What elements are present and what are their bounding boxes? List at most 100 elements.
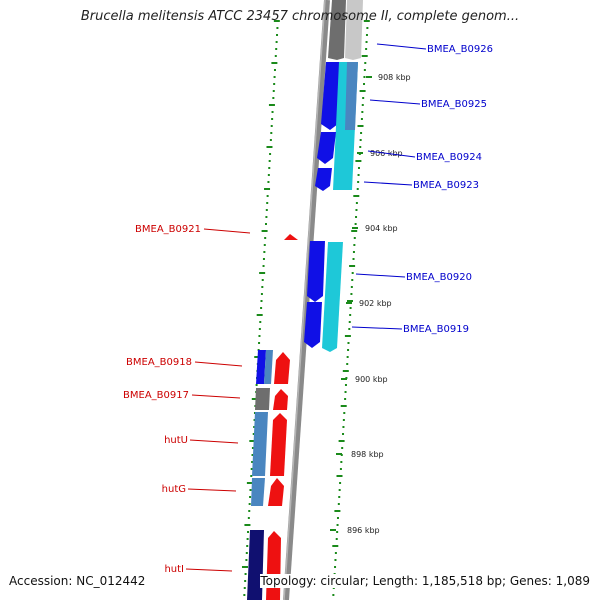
gc-dot [355,160,362,162]
gc-dot [241,566,248,568]
gene-label[interactable]: BMEA_B0918 [126,357,192,368]
cds-feature[interactable] [322,242,343,352]
cds-feature[interactable] [307,241,325,302]
gc-dot [361,111,364,113]
gc-dot [338,440,345,442]
scale-label-904: 904 kbp [365,224,398,233]
gc-dot [332,594,335,596]
cds-feature[interactable] [284,234,298,240]
gc-dot [250,475,253,477]
cds-feature[interactable] [328,0,346,60]
cds-feature[interactable] [321,62,341,130]
gc-dot [267,174,270,176]
gc-dot [359,139,362,141]
gc-dot [366,27,369,29]
reverse-gene-labels: BMEA_B0921 BMEA_B0918 BMEA_B0917 hutU hu… [123,224,201,575]
gc-dot [246,545,249,547]
cds-feature[interactable] [270,413,287,476]
gc-dot [350,293,353,295]
gc-dot [339,468,342,470]
gc-dot [340,461,343,463]
cds-feature[interactable] [315,168,332,191]
cds-feature[interactable] [304,302,322,348]
gc-dot [268,160,271,162]
gc-dot [259,272,266,274]
gc-dot [347,342,350,344]
gc-dot [363,20,370,22]
gc-dot [360,132,363,134]
gene-label[interactable]: BMEA_B0926 [427,44,493,55]
gc-dot [342,426,345,428]
gc-dot [334,566,337,568]
gc-dot [262,258,265,260]
gc-dot [349,307,352,309]
gc-dot [344,335,351,337]
gc-dot [365,34,368,36]
gene-label[interactable]: hutG [162,484,186,495]
gc-dot [363,69,366,71]
gc-dot [364,62,367,64]
gene-label[interactable]: hutU [164,435,188,446]
gc-dot [338,489,341,491]
gc-dot [252,433,255,435]
gc-dot [266,195,269,197]
gc-dot [270,125,273,127]
cds-feature[interactable] [274,352,290,384]
gc-dot [276,27,279,29]
gc-dot [251,447,254,449]
gene-label[interactable]: BMEA_B0925 [421,99,487,110]
gc-dot [251,398,258,400]
gc-dot [264,237,267,239]
cds-feature[interactable] [345,62,358,130]
gene-label[interactable]: BMEA_B0921 [135,224,201,235]
cds-feature[interactable] [317,132,336,164]
gc-dot [251,454,254,456]
gc-dot [334,510,341,512]
gene-label[interactable]: BMEA_B0917 [123,390,189,401]
gc-dot [365,41,368,43]
map-title: Brucella melitensis ATCC 23457 chromosom… [80,9,520,24]
gene-label[interactable]: BMEA_B0924 [416,152,482,163]
reverse-label-lines [185,228,251,572]
gc-dot [245,552,248,554]
cds-feature[interactable] [247,530,264,600]
cds-feature[interactable] [345,0,363,60]
gc-dot [350,286,353,288]
gc-dot [336,475,343,477]
gene-label[interactable]: BMEA_B0919 [403,324,469,335]
gc-dot [244,580,247,582]
genome-summary: Topology: circular; Length: 1,185,518 bp… [260,574,590,588]
cds-feature[interactable] [264,350,273,384]
gc-dot [274,55,277,57]
gc-dot [270,132,273,134]
scale-label-902: 902 kbp [359,299,392,308]
cds-feature[interactable] [255,388,270,410]
gc-dot [336,517,339,519]
gc-dot [243,594,246,596]
gene-label[interactable]: hutI [164,564,184,575]
cds-feature[interactable] [251,478,265,506]
cds-feature[interactable] [252,412,268,476]
gc-dot [275,48,278,50]
gc-dot [353,237,356,239]
gc-dot [336,531,339,533]
gc-dot [332,545,339,547]
gc-dot [355,216,358,218]
gc-dot [352,258,355,260]
scale-label-900: 900 kbp [355,375,388,384]
gc-dot [264,223,267,225]
gc-dot [273,83,276,85]
gc-dot [363,76,366,78]
cds-feature[interactable] [266,531,281,600]
cds-feature[interactable] [273,389,288,410]
gene-label[interactable]: BMEA_B0923 [413,180,479,191]
gene-label[interactable]: BMEA_B0920 [406,272,472,283]
cds-feature[interactable] [268,478,284,506]
gc-dot [268,167,271,169]
genome-backbone [283,0,330,600]
cds-feature[interactable] [256,350,266,384]
gc-dot [244,573,247,575]
gc-dot [342,419,345,421]
gc-dot [265,216,268,218]
gc-dot [340,405,347,407]
